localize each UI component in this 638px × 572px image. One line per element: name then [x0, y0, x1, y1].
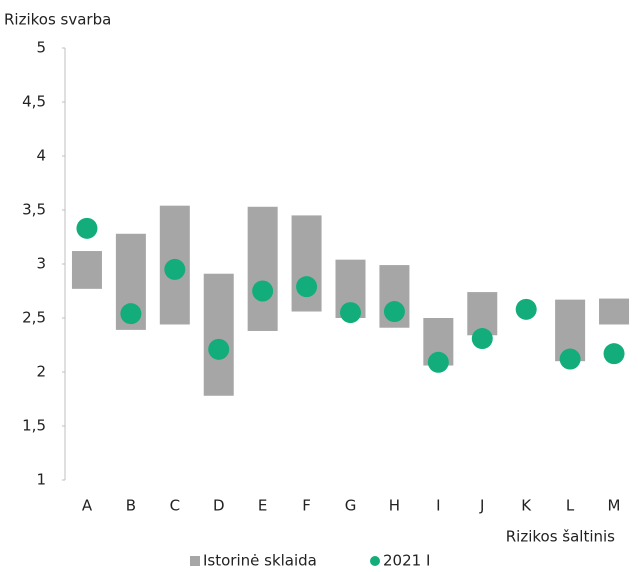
y-axis-title: Rizikos svarba: [4, 11, 111, 29]
dot: [296, 276, 318, 298]
legend-swatch: [370, 556, 380, 566]
dot: [383, 301, 405, 323]
dot: [252, 280, 274, 302]
dot: [340, 302, 361, 324]
dot: [603, 343, 625, 365]
dot: [208, 338, 230, 360]
y-tick-label: 1: [36, 471, 46, 489]
dot: [471, 328, 493, 350]
dot: [164, 258, 186, 280]
legend-label: Istorinė sklaida: [203, 552, 317, 570]
x-tick-label: L: [566, 497, 575, 515]
dot: [120, 303, 142, 325]
x-tick-label: K: [521, 497, 532, 515]
y-tick-label: 2: [36, 363, 46, 381]
y-tick-label: 1,5: [22, 417, 46, 435]
y-tick-label: 3: [36, 255, 46, 273]
dot: [515, 298, 537, 320]
legend-label: 2021 I: [383, 552, 430, 570]
x-tick-label: A: [82, 497, 93, 515]
x-tick-label: H: [389, 497, 400, 515]
x-tick-label: B: [126, 497, 136, 515]
x-axis-title: Rizikos šaltinis: [506, 528, 615, 546]
legend-swatch: [190, 556, 200, 566]
x-tick-label: J: [479, 497, 484, 515]
range-bar: [71, 251, 102, 289]
y-tick-label: 4: [36, 147, 46, 165]
dot: [76, 217, 98, 239]
x-tick-label: E: [258, 497, 267, 515]
x-tick-label: I: [436, 497, 440, 515]
dot: [427, 351, 449, 373]
y-tick-label: 4,5: [22, 93, 46, 111]
range-bar: [247, 206, 278, 331]
range-bar: [203, 273, 234, 396]
x-tick-label: M: [608, 497, 621, 515]
y-tick-label: 2,5: [22, 309, 46, 327]
x-tick-label: F: [302, 497, 311, 515]
x-tick-label: G: [345, 497, 357, 515]
x-tick-label: D: [213, 497, 225, 515]
range-bar: [599, 298, 630, 325]
y-tick-label: 5: [36, 39, 46, 57]
dot: [559, 348, 581, 370]
x-tick-label: C: [170, 497, 180, 515]
y-tick-label: 3,5: [22, 201, 46, 219]
